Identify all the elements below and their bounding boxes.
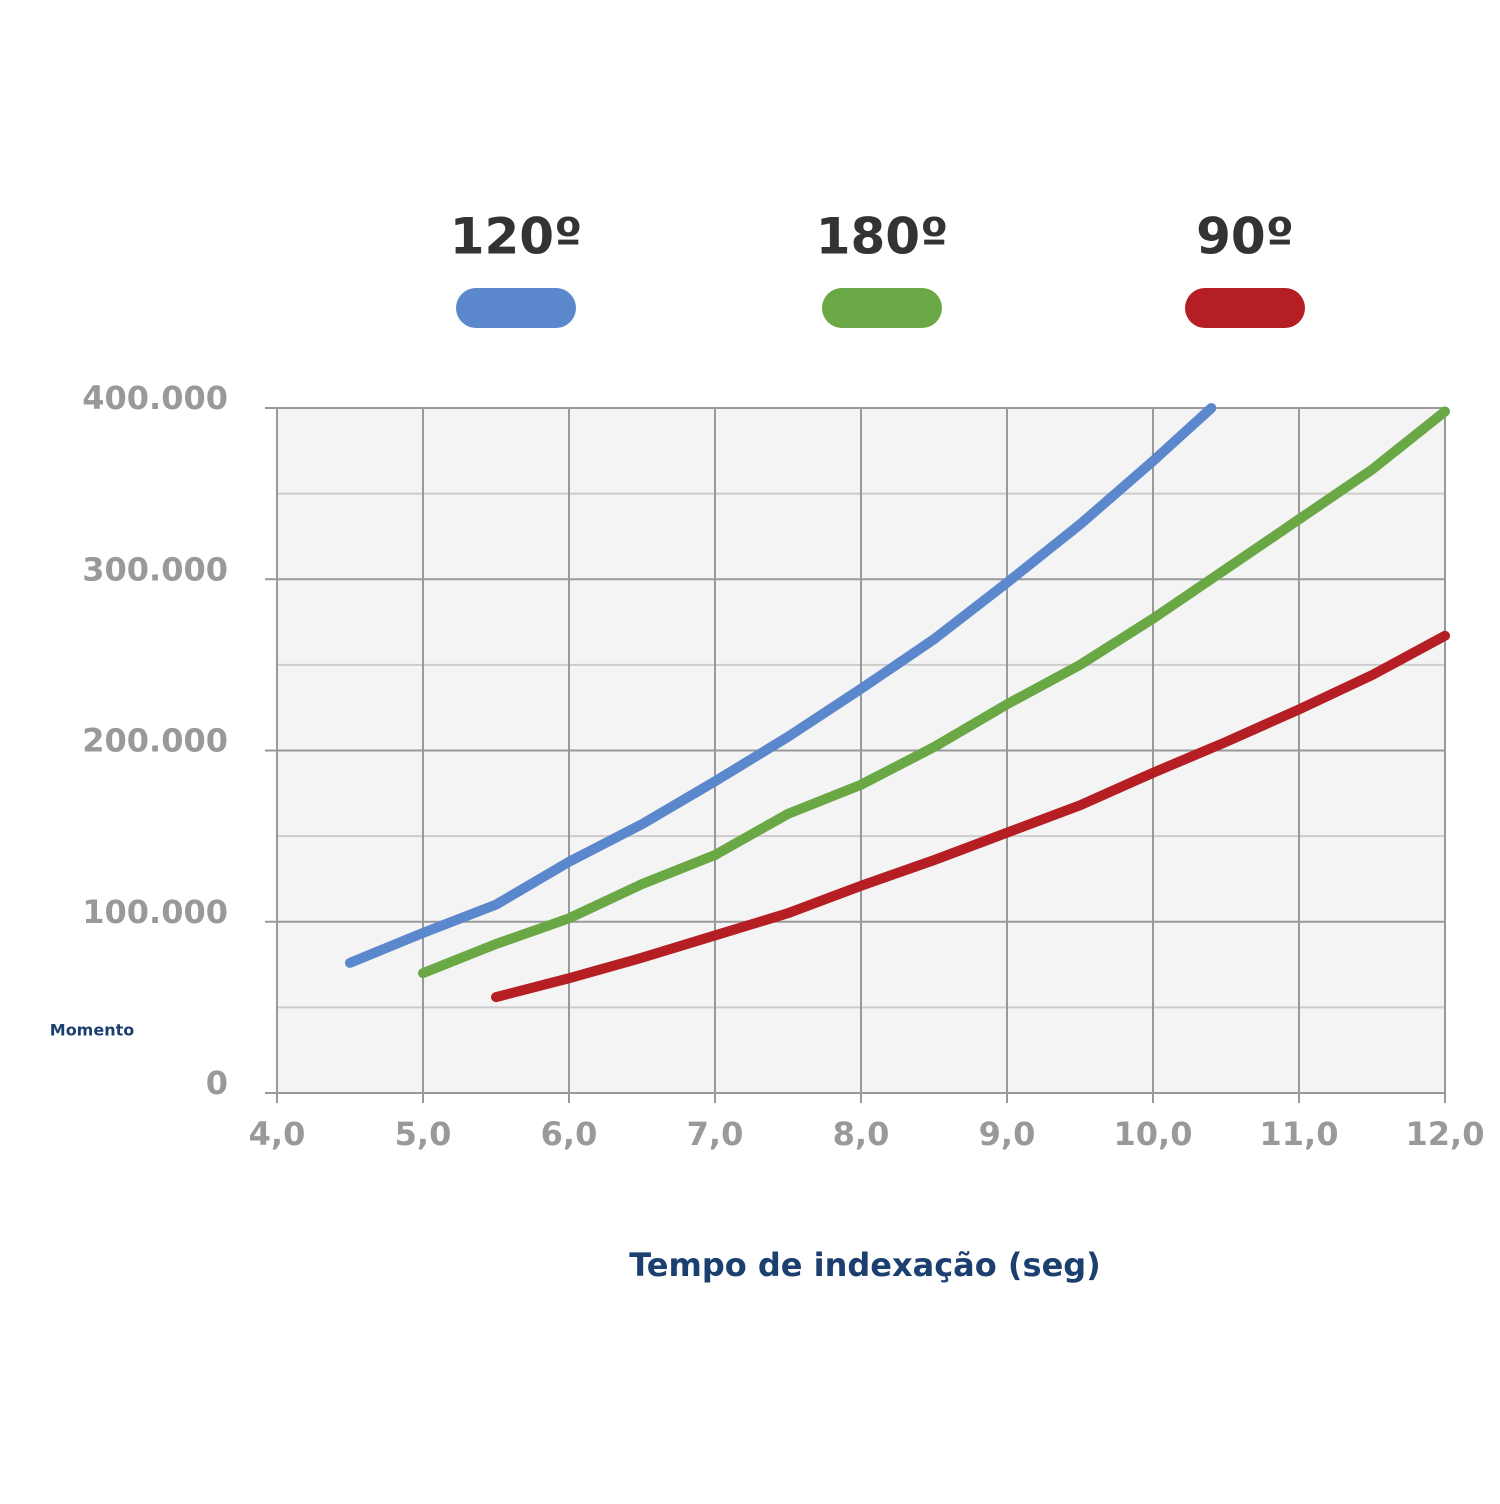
y-tick-label: 400.000 — [82, 379, 228, 417]
x-tick-label: 8,0 — [833, 1115, 890, 1153]
legend-label: 90º — [1196, 208, 1294, 266]
series-line — [491, 630, 1450, 1003]
series-line — [418, 406, 1450, 979]
y-tick-label: 300.000 — [82, 550, 228, 588]
x-tick-label: 12,0 — [1406, 1115, 1485, 1153]
x-tick-label: 4,0 — [249, 1115, 306, 1153]
legend-swatch — [822, 288, 942, 328]
legend-swatch — [1185, 288, 1305, 328]
x-tick-label: 10,0 — [1114, 1115, 1193, 1153]
x-axis-label: Tempo de indexação (seg) — [629, 1246, 1101, 1284]
y-tick-label: 200.000 — [82, 722, 228, 760]
y-tick-label: 100.000 — [82, 893, 228, 931]
x-tick-label: 7,0 — [687, 1115, 744, 1153]
x-tick-label: 11,0 — [1260, 1115, 1339, 1153]
x-tick-label: 6,0 — [541, 1115, 598, 1153]
legend-swatch — [456, 288, 576, 328]
y-tick-label: 0 — [206, 1064, 228, 1102]
x-tick-label: 5,0 — [395, 1115, 452, 1153]
x-tick-label: 9,0 — [979, 1115, 1036, 1153]
legend-label: 120º — [450, 208, 583, 266]
y-axis-label: Momento — [50, 1021, 134, 1040]
legend-label: 180º — [816, 208, 949, 266]
series-line — [345, 403, 1217, 968]
